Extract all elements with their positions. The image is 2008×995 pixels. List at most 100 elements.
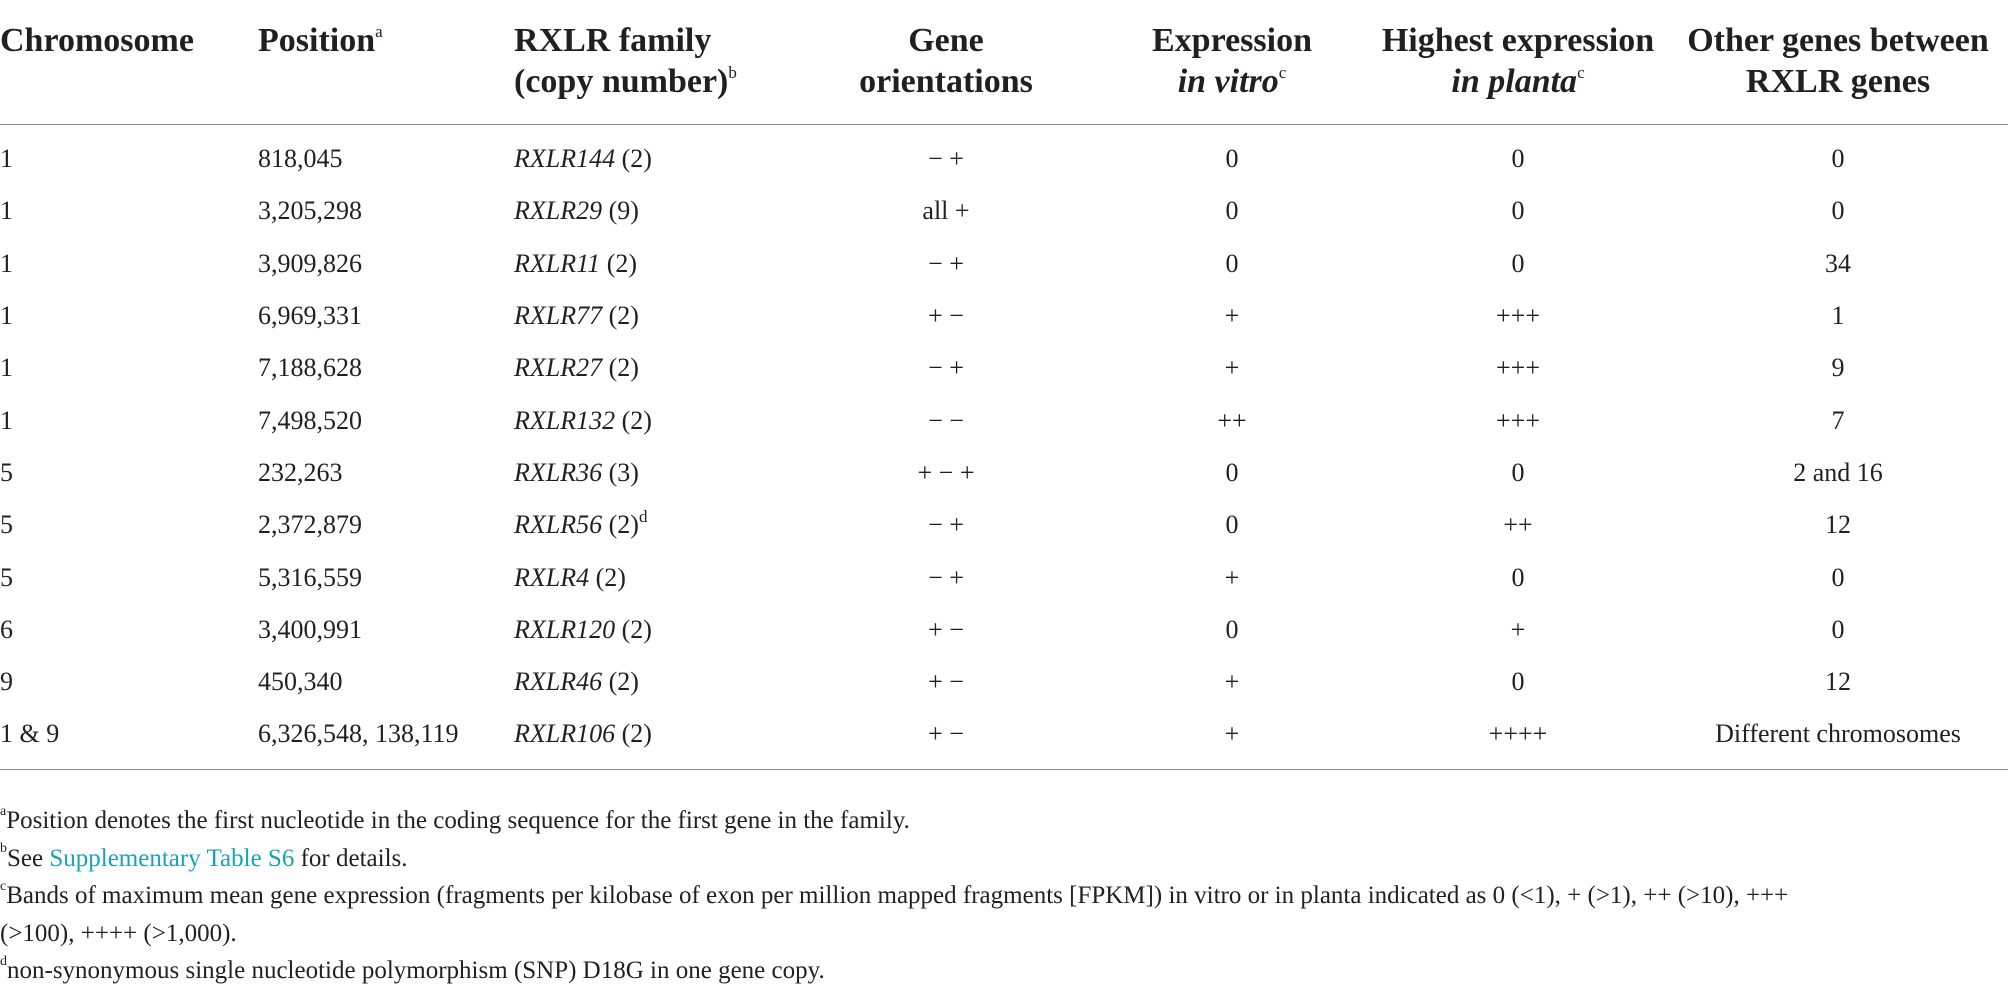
cell-in-planta: +++ [1496,405,1540,435]
cell-rxlr-family: RXLR106 (2) [514,708,796,770]
header-highest-expression-in-planta: Highest expression in plantac [1368,0,1668,125]
cell-position: 7,498,520 [258,405,362,435]
cell-other-genes: 0 [1831,144,1845,174]
table-row: 5 2,372,879 RXLR56 (2)d − + 0 ++ 12 [0,499,2008,551]
cell-rxlr-family: RXLR11 (2) [514,248,638,278]
cell-in-planta: 0 [1511,457,1525,487]
table-row: 1 7,188,628 RXLR27 (2) − + + +++ 9 [0,342,2008,394]
cell-rxlr-family: RXLR27 (2) [514,353,639,383]
cell-position: 3,909,826 [258,248,362,278]
table-row: 1 3,205,298 RXLR29 (9) all + 0 0 0 [0,185,2008,237]
cell-in-planta: + [1510,614,1526,644]
supplementary-table-link[interactable]: Supplementary Table S6 [49,844,295,872]
cell-other-genes: 0 [1831,614,1845,644]
cell-position: 818,045 [258,144,343,174]
cell-orientation: − + [928,562,964,592]
cell-chromosome: 1 [0,405,13,435]
cell-other-genes: 1 [1831,301,1845,331]
cell-rxlr-family: RXLR29 (9) [514,196,639,226]
cell-orientation: + − [928,667,964,697]
footnote-d: dnon-synonymous single nucleotide polymo… [0,953,825,984]
cell-orientation: − + [928,353,964,383]
cell-in-vitro: 0 [1225,510,1239,540]
cell-orientation: + − + [917,457,975,487]
cell-in-vitro: 0 [1225,248,1239,278]
cell-rxlr-family: RXLR4 (2) [514,562,626,592]
footnotes: aPosition denotes the first nucleotide i… [0,802,2000,990]
cell-in-vitro: + [1224,353,1240,383]
cell-chromosome: 1 [0,248,13,278]
header-chromosome: Chromosome [0,0,258,125]
table-row: 1 7,498,520 RXLR132 (2) − − ++ +++ 7 [0,394,2008,446]
cell-orientation: − + [928,248,964,278]
cell-in-vitro: + [1224,301,1240,331]
footnote-a: aPosition denotes the first nucleotide i… [0,803,910,834]
cell-in-planta: ++ [1503,510,1533,540]
table-row: 1 3,909,826 RXLR11 (2) − + 0 0 34 [0,238,2008,290]
header-expression-in-vitro: Expression in vitroc [1096,0,1368,125]
cell-in-vitro: + [1096,708,1368,770]
cell-orientation: − + [928,144,964,174]
cell-in-vitro: + [1224,562,1240,592]
cell-other-genes: Different chromosomes [1668,708,2008,770]
cell-position: 6,326,548, 138,119 [258,708,514,770]
cell-other-genes: 12 [1825,510,1851,540]
cell-position: 232,263 [258,457,343,487]
cell-in-vitro: + [1224,667,1240,697]
cell-chromosome: 5 [0,457,13,487]
cell-in-planta: +++ [1496,353,1540,383]
cell-in-planta: 0 [1511,144,1525,174]
cell-other-genes: 9 [1831,353,1845,383]
cell-other-genes: 7 [1831,405,1845,435]
cell-other-genes: 0 [1831,196,1845,226]
header-position: Positiona [258,0,514,125]
cell-chromosome: 5 [0,510,13,540]
cell-other-genes: 12 [1825,667,1851,697]
cell-rxlr-family: RXLR46 (2) [514,667,639,697]
cell-rxlr-family: RXLR132 (2) [514,405,652,435]
table-row: 5 5,316,559 RXLR4 (2) − + + 0 0 [0,551,2008,603]
cell-position: 450,340 [258,667,343,697]
cell-position: 6,969,331 [258,301,362,331]
cell-in-planta: +++ [1496,301,1540,331]
table-body: 1 818,045 RXLR144 (2) − + 0 0 0 1 3,205,… [0,125,2008,770]
table-row: 1 6,969,331 RXLR77 (2) + − + +++ 1 [0,290,2008,342]
cell-chromosome: 1 [0,144,13,174]
cell-in-planta: 0 [1511,562,1525,592]
cell-position: 2,372,879 [258,510,362,540]
table-row: 1 & 9 6,326,548, 138,119 RXLR106 (2) + −… [0,708,2008,770]
cell-orientation: + − [928,614,964,644]
cell-orientation: all + [922,196,970,226]
cell-orientation: + − [928,301,964,331]
cell-in-vitro: 0 [1225,614,1239,644]
header-other-genes-between: Other genes between RXLR genes [1668,0,2008,125]
cell-other-genes: 34 [1825,248,1851,278]
footnote-c: cBands of maximum mean gene expression (… [0,878,1789,947]
cell-chromosome: 9 [0,667,13,697]
table-row: 6 3,400,991 RXLR120 (2) + − 0 + 0 [0,604,2008,656]
header-rxlr-family: RXLR family (copy number)b [514,0,796,125]
cell-other-genes: 0 [1831,562,1845,592]
cell-chromosome: 1 & 9 [0,708,258,770]
cell-in-planta: 0 [1511,667,1525,697]
cell-position: 3,400,991 [258,614,362,644]
cell-in-planta: 0 [1511,196,1525,226]
table-header: Chromosome Positiona RXLR family (copy n… [0,0,2008,125]
cell-in-vitro: 0 [1225,196,1239,226]
cell-position: 5,316,559 [258,562,362,592]
table-row: 9 450,340 RXLR46 (2) + − + 0 12 [0,656,2008,708]
cell-in-vitro: 0 [1225,457,1239,487]
cell-position: 3,205,298 [258,196,362,226]
cell-rxlr-family: RXLR56 (2)d [514,506,648,540]
cell-in-vitro: 0 [1225,144,1239,174]
cell-in-planta: 0 [1511,248,1525,278]
table-row: 1 818,045 RXLR144 (2) − + 0 0 0 [0,125,2008,186]
cell-in-vitro: ++ [1217,405,1247,435]
cell-orientation: + − [796,708,1096,770]
cell-orientation: − + [928,510,964,540]
cell-other-genes: 2 and 16 [1793,457,1883,487]
cell-orientation: − − [928,405,964,435]
cell-rxlr-family: RXLR120 (2) [514,614,652,644]
header-gene-orientations: Gene orientations [796,0,1096,125]
